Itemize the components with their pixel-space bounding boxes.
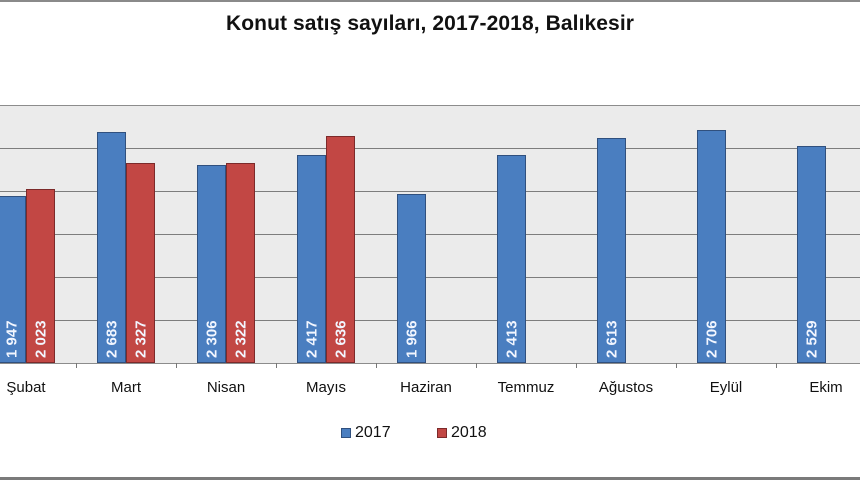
legend-swatch-2018 <box>437 428 447 438</box>
x-axis-tick <box>476 363 477 368</box>
bar-value-label: 2 413 <box>503 320 520 358</box>
bar-value-label: 2 683 <box>103 320 120 358</box>
x-axis-label: Ekim <box>809 379 843 396</box>
bar-value-label: 1 947 <box>3 320 20 358</box>
bar-2018-0: 2 023 <box>26 189 55 363</box>
legend-item-2017: 2017 <box>341 424 391 442</box>
bar-value-label: 2 529 <box>803 320 820 358</box>
x-axis-tick <box>276 363 277 368</box>
bar-2017-0: 1 947 <box>0 196 26 363</box>
bar-2017-4: 1 966 <box>397 194 426 363</box>
x-axis-label: Nisan <box>206 379 246 396</box>
bar-value-label: 2 636 <box>332 320 349 358</box>
x-axis-label: Şubat <box>6 379 46 396</box>
bar-value-label: 2 306 <box>203 320 220 358</box>
chart-frame-top-border <box>0 0 860 2</box>
bar-2017-6: 2 613 <box>597 138 626 363</box>
legend-item-2018: 2018 <box>437 424 487 442</box>
x-axis-label: Ağustos <box>598 379 654 396</box>
legend-swatch-2017 <box>341 428 351 438</box>
x-axis-label: Mart <box>111 379 141 396</box>
chart-title: Konut satış sayıları, 2017-2018, Balıkes… <box>225 12 635 35</box>
bar-value-label: 2 322 <box>232 320 249 358</box>
bar-2017-2: 2 306 <box>197 165 226 363</box>
bar-value-label: 2 613 <box>603 320 620 358</box>
gridline <box>0 148 860 149</box>
bar-2017-1: 2 683 <box>97 132 126 363</box>
gridline <box>0 320 860 321</box>
x-axis-tick <box>76 363 77 368</box>
gridline <box>0 191 860 192</box>
bar-value-label: 2 417 <box>303 320 320 358</box>
legend: 2017 2018 <box>0 424 860 446</box>
gridline <box>0 234 860 235</box>
bar-2018-2: 2 322 <box>226 163 255 363</box>
bar-2017-3: 2 417 <box>297 155 326 363</box>
bar-value-label: 1 966 <box>403 320 420 358</box>
gridline <box>0 277 860 278</box>
x-axis <box>0 363 860 364</box>
bar-value-label: 2 023 <box>32 320 49 358</box>
bar-2017-8: 2 529 <box>797 146 826 363</box>
x-axis-tick <box>776 363 777 368</box>
bar-value-label: 2 327 <box>132 320 149 358</box>
legend-label-2017: 2017 <box>355 424 391 441</box>
bar-2018-3: 2 636 <box>326 136 355 363</box>
x-axis-label: Temmuz <box>497 379 555 396</box>
x-axis-tick <box>376 363 377 368</box>
bar-2018-1: 2 327 <box>126 163 155 363</box>
x-axis-label: Mayıs <box>305 379 346 396</box>
x-axis-label: Haziran <box>400 379 452 396</box>
chart-frame-bottom-border <box>0 477 860 480</box>
bar-value-label: 2 706 <box>703 320 720 358</box>
bar-2017-7: 2 706 <box>697 130 726 363</box>
bar-2017-5: 2 413 <box>497 155 526 363</box>
x-axis-tick <box>576 363 577 368</box>
x-axis-tick <box>176 363 177 368</box>
x-axis-label: Eylül <box>709 379 743 396</box>
legend-label-2018: 2018 <box>451 424 487 441</box>
x-axis-tick <box>676 363 677 368</box>
